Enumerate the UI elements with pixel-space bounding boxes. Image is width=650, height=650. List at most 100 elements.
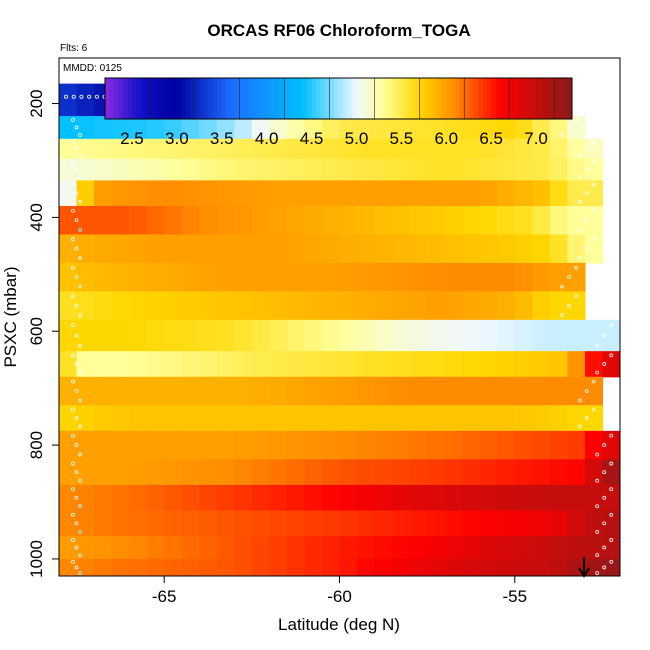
heatmap-cell bbox=[286, 459, 306, 486]
heatmap-cell bbox=[76, 180, 95, 207]
heatmap-cell bbox=[514, 116, 533, 140]
heatmap-cell bbox=[321, 116, 341, 140]
colorbar-swatch bbox=[567, 78, 573, 119]
plot-frame bbox=[58, 57, 621, 577]
obs-point bbox=[591, 140, 596, 145]
colorbar-swatch bbox=[185, 78, 191, 119]
heatmap-cell bbox=[462, 158, 481, 181]
heatmap-cell bbox=[514, 180, 533, 207]
obs-point bbox=[78, 199, 82, 204]
obs-point bbox=[74, 565, 79, 570]
obs-point bbox=[78, 478, 82, 483]
colorbar-swatch bbox=[122, 78, 128, 119]
heatmap-cell bbox=[549, 430, 569, 460]
obs-point bbox=[71, 433, 75, 438]
heatmap-cell bbox=[146, 430, 165, 460]
heatmap-cell bbox=[479, 234, 498, 264]
obs-point bbox=[78, 571, 82, 576]
heatmap-cell bbox=[427, 262, 446, 292]
obs-point bbox=[71, 461, 75, 466]
colorbar-swatch bbox=[500, 78, 506, 119]
heatmap-cell bbox=[269, 180, 288, 207]
obs-point bbox=[595, 344, 600, 348]
heatmap-cell bbox=[427, 291, 446, 321]
heatmap-cell bbox=[321, 430, 341, 460]
heatmap-cell bbox=[269, 430, 288, 460]
colorbar-swatch bbox=[347, 78, 353, 119]
heatmap-cell bbox=[76, 376, 95, 406]
heatmap-cell bbox=[129, 376, 148, 406]
colorbar-swatch bbox=[432, 78, 438, 119]
colorbar-swatch bbox=[540, 78, 546, 119]
heatmap-cell bbox=[339, 158, 358, 181]
heatmap-cell bbox=[409, 234, 428, 264]
heatmap-cell bbox=[129, 510, 148, 537]
heatmap-cell bbox=[251, 405, 270, 432]
heatmap-cell bbox=[532, 510, 551, 537]
heatmap-cell bbox=[584, 319, 604, 352]
heatmap-cell bbox=[339, 376, 358, 406]
heatmap-cell bbox=[199, 484, 218, 512]
heatmap-cell bbox=[479, 291, 498, 321]
heatmap-cell bbox=[76, 351, 95, 378]
heatmap-cell bbox=[286, 158, 306, 181]
heatmap-cell bbox=[462, 291, 481, 321]
colorbar-swatch bbox=[194, 78, 200, 119]
heatmap-cell bbox=[181, 206, 200, 236]
heatmap-cell bbox=[602, 536, 620, 560]
heatmap-cell bbox=[567, 536, 586, 560]
obs-point bbox=[74, 416, 79, 420]
heatmap-cell bbox=[427, 430, 446, 460]
obs-point bbox=[577, 227, 582, 232]
heatmap-cell bbox=[164, 234, 183, 264]
heatmap-cell bbox=[321, 138, 341, 160]
heatmap-cell bbox=[164, 484, 183, 512]
colorbar-swatch bbox=[167, 78, 173, 119]
heatmap-cell bbox=[94, 116, 113, 140]
heatmap-cell bbox=[462, 558, 481, 576]
colorbar-swatch bbox=[374, 78, 380, 119]
heatmap-cell bbox=[59, 510, 78, 537]
heatmap-cell bbox=[514, 459, 533, 486]
heatmap-cell bbox=[409, 558, 428, 576]
heatmap-cell bbox=[164, 536, 183, 560]
heatmap-cell bbox=[444, 116, 463, 140]
heatmap-cell bbox=[357, 138, 376, 160]
heatmap-cell bbox=[199, 319, 218, 352]
colorbar-swatch bbox=[455, 78, 461, 119]
heatmap-cell bbox=[339, 319, 358, 352]
heatmap-cell bbox=[216, 180, 235, 207]
heatmap-cell bbox=[286, 138, 306, 160]
chart-title: ORCAS RF06 Chloroform_TOGA bbox=[207, 21, 470, 40]
heatmap-cell bbox=[602, 558, 620, 576]
heatmap-cell bbox=[497, 459, 516, 486]
colorbar-swatch bbox=[105, 78, 110, 119]
heatmap-cell bbox=[357, 206, 376, 236]
heatmap-cell bbox=[444, 262, 463, 292]
obs-point bbox=[71, 538, 75, 542]
heatmap-cell bbox=[94, 351, 113, 378]
colorbar-swatch bbox=[145, 78, 151, 119]
heatmap-cell bbox=[357, 484, 376, 512]
heatmap-cell bbox=[199, 376, 218, 406]
heatmap-cell bbox=[129, 558, 148, 576]
heatmap-cell bbox=[462, 262, 481, 292]
heatmap-cell bbox=[234, 262, 253, 292]
heatmap-cell bbox=[94, 262, 113, 292]
heatmap-cell bbox=[462, 319, 481, 352]
obs-point bbox=[602, 333, 607, 338]
colorbar-swatch bbox=[446, 78, 452, 119]
heatmap-cell bbox=[497, 319, 516, 352]
heatmap-cell bbox=[427, 558, 446, 576]
colorbar: 2.5 3.0 3.5 4.0 4.5 5.0 5.5 6.0 6.5 7.0 bbox=[104, 77, 573, 148]
colorbar-swatch bbox=[365, 78, 371, 119]
heatmap-cell bbox=[567, 376, 586, 406]
obs-point bbox=[78, 153, 82, 158]
colorbar-swatch bbox=[140, 78, 146, 119]
heatmap-cell bbox=[479, 158, 498, 181]
heatmap-cell bbox=[392, 484, 411, 512]
obs-point bbox=[78, 452, 82, 457]
date-label: MMDD: 0125 bbox=[63, 63, 122, 74]
obs-point bbox=[78, 227, 82, 232]
colorbar-tick-label: 2.5 bbox=[120, 129, 144, 148]
